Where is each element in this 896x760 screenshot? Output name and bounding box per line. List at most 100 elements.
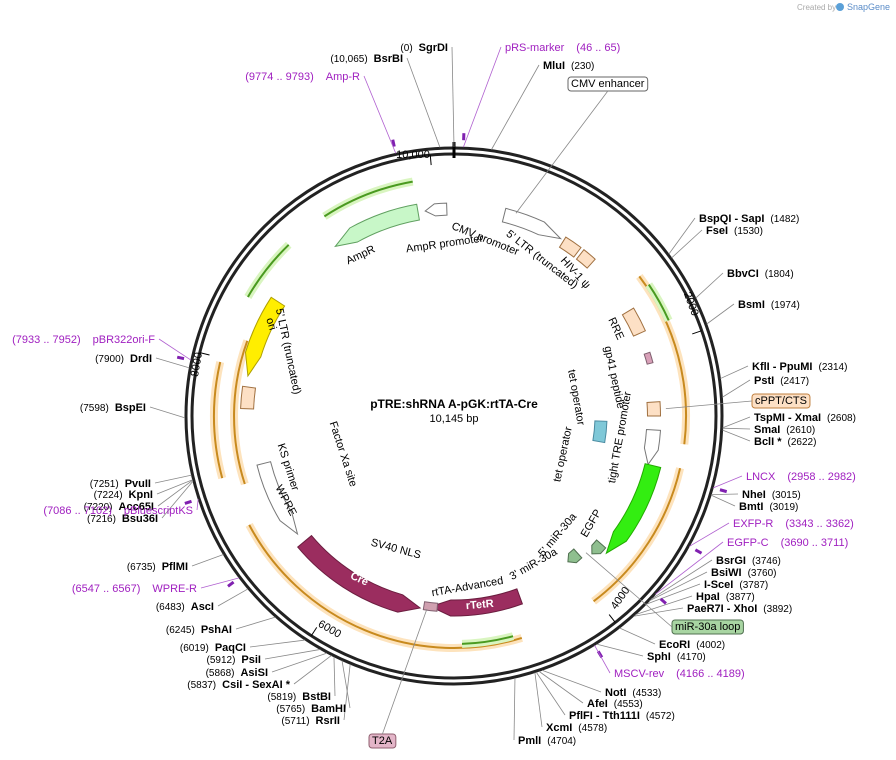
leader-line: [633, 607, 684, 617]
leader-line: [235, 616, 276, 630]
leader-line: [541, 669, 602, 693]
ring-tick: [429, 155, 432, 166]
leader-line: [158, 338, 192, 361]
leader-line: [538, 670, 584, 704]
label-location: (4166 .. 4189): [676, 668, 745, 680]
label-location: (6483): [156, 602, 185, 613]
feature-arrow: [296, 534, 422, 613]
leader-line: [155, 357, 190, 369]
map-length: 10,145 bp: [430, 413, 479, 425]
label-name: AfeI: [587, 698, 608, 710]
leader-line: [650, 559, 713, 600]
leader-line: [157, 479, 194, 507]
label-location: (4002): [696, 640, 725, 651]
primer-mark: [391, 139, 396, 147]
feature-arrow: [567, 548, 583, 564]
orf-line: [213, 361, 224, 479]
label-location: (4553): [614, 699, 643, 710]
feature-label: 3' miR-30a: [508, 546, 561, 583]
label-location: (5868): [206, 668, 235, 679]
leader-line: [491, 64, 540, 150]
leader-line: [695, 272, 724, 299]
label-name: FseI: [706, 225, 728, 237]
primer-label: EGFP-C (3690 .. 3711): [727, 537, 848, 549]
callout-label: miR-30a loop: [675, 621, 740, 633]
site-label: MluI (230): [543, 60, 594, 72]
label-name: pRS-marker: [505, 42, 565, 54]
leader-line: [655, 541, 724, 595]
label-location: (6735): [127, 562, 156, 573]
label-location: (5912): [207, 655, 236, 666]
feature-arrow: [591, 539, 607, 555]
feature-label: SV40 NLS: [369, 537, 422, 562]
label-location: (10,065): [330, 54, 367, 65]
leader-line: [689, 522, 730, 547]
site-label: SphI (4170): [647, 651, 706, 663]
leader-line: [706, 303, 735, 325]
site-label: (5711) RsrII: [281, 715, 340, 727]
feature-arrow: [244, 296, 286, 378]
label-location: (7216): [87, 514, 116, 525]
label-name: Amp-R: [326, 71, 360, 83]
callout-leader: [515, 90, 609, 214]
label-location: (46 .. 65): [576, 42, 620, 54]
leader-line: [217, 588, 249, 607]
site-label: BbvCI (1804): [727, 268, 794, 280]
feature-label: ori: [263, 316, 278, 331]
callout-label: cPPT/CTS: [755, 395, 807, 407]
feature-label: AmpR: [344, 243, 377, 267]
feature-label: 5' LTR (truncated): [273, 307, 303, 395]
feature-arrow: [501, 207, 563, 240]
label-location: (1974): [771, 300, 800, 311]
leader-line: [720, 365, 749, 379]
label-location: (3746): [752, 556, 781, 567]
feature-label: tet operator: [565, 369, 587, 427]
callout-leader: [382, 608, 428, 735]
primer-label: (7086 .. 7102) pBluescriptKS: [43, 505, 193, 517]
label-name: WPRE-R: [152, 583, 197, 595]
ring-tick: [199, 352, 210, 356]
label-name: BspEI: [115, 402, 146, 414]
leader-line: [161, 480, 194, 519]
translation-line: [461, 635, 514, 645]
leader-line: [668, 217, 696, 255]
ring-tick: [310, 627, 318, 637]
label-name: PmlI: [518, 735, 541, 747]
leader-line: [363, 75, 397, 154]
label-name: SphI: [647, 651, 671, 663]
label-location: (3343 .. 3362): [785, 518, 854, 530]
label-location: (9774 .. 9793): [245, 71, 314, 83]
translation-line: [323, 180, 413, 218]
orf-line: [592, 467, 682, 603]
label-name: Acc65I: [119, 501, 154, 513]
leader-line: [333, 656, 336, 697]
primer-label: EXFP-R (3343 .. 3362): [733, 518, 854, 530]
label-location: (2314): [819, 362, 848, 373]
leader-line: [264, 649, 321, 660]
label-location: (5711): [281, 716, 309, 727]
ring-tick-label: 8000: [189, 351, 205, 377]
label-location: (7220): [84, 502, 113, 513]
label-location: (4533): [632, 688, 661, 699]
label-location: (3690 .. 3711): [781, 537, 849, 549]
feature-label: RRE: [605, 316, 626, 342]
label-location: (6547 .. 6567): [72, 583, 141, 595]
site-label: BmtI (3019): [739, 501, 798, 513]
label-location: (3019): [769, 502, 798, 513]
label-name: PflMI: [162, 561, 188, 573]
callout-label: CMV enhancer: [571, 78, 645, 90]
created-by: Created by: [797, 3, 836, 12]
label-name: BspQI - SapI: [699, 213, 764, 225]
label-name: BbvCI: [727, 268, 759, 280]
callout-leader: [665, 400, 753, 409]
leader-line: [722, 429, 751, 442]
ring-tick: [608, 614, 616, 623]
label-name: MSCV-rev: [614, 668, 665, 680]
label-name: MluI: [543, 60, 565, 72]
site-label: BsmI (1974): [738, 299, 800, 311]
feature-arrow: [240, 385, 257, 410]
label-name: EGFP-C: [727, 537, 769, 549]
label-location: (2610): [786, 425, 815, 436]
translation-line: [647, 284, 670, 321]
label-name: BmtI: [739, 501, 763, 513]
